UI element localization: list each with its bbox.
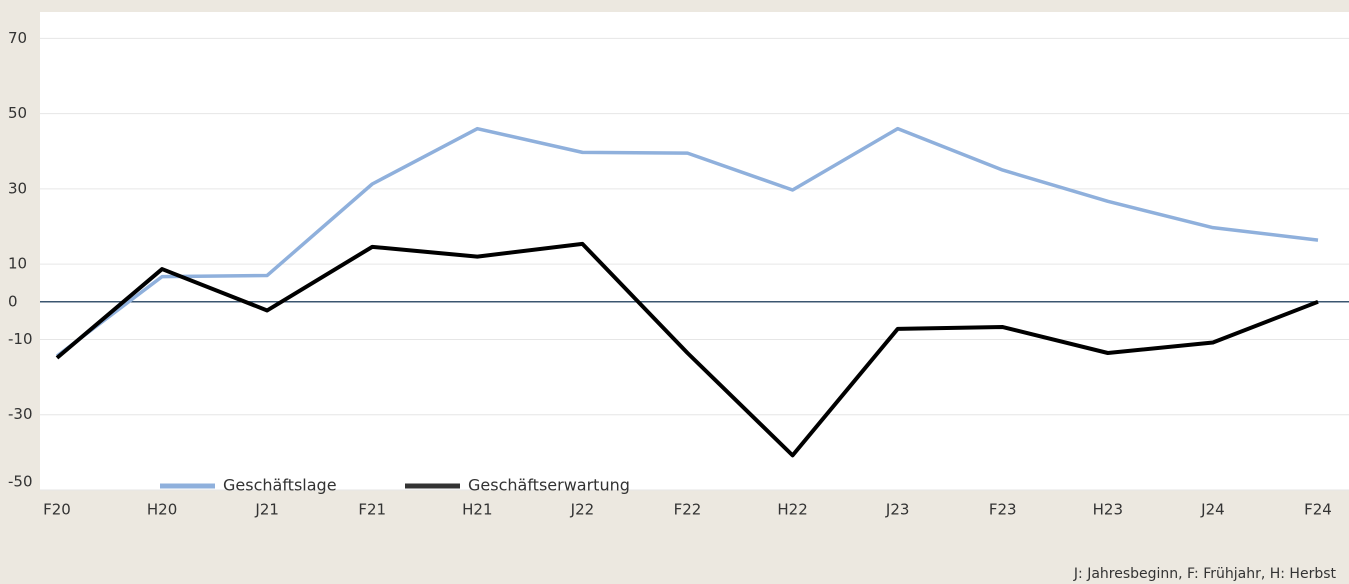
legend-label: Geschäftserwartung — [468, 476, 630, 495]
x-tick-label: F23 — [989, 501, 1017, 519]
series-line — [55, 126, 1319, 358]
x-tick-label: H22 — [777, 501, 807, 519]
plot-area — [40, 12, 1349, 490]
x-tick-label: H21 — [462, 501, 492, 519]
x-tick-label: F24 — [1304, 501, 1332, 519]
y-tick-label: -50 — [8, 473, 33, 491]
y-tick-label: -30 — [8, 405, 33, 423]
y-tick-label: 10 — [8, 255, 27, 273]
x-tick-label: J23 — [885, 501, 910, 519]
x-tick-label: F21 — [358, 501, 386, 519]
x-tick-label: J21 — [254, 501, 279, 519]
x-tick-label: F22 — [674, 501, 702, 519]
y-tick-label: 0 — [8, 292, 18, 310]
x-tick-label: J22 — [570, 501, 595, 519]
series-line — [55, 241, 1319, 458]
footnote: J: Jahresbeginn, F: Frühjahr, H: Herbst — [1073, 566, 1337, 582]
legend-label: Geschäftslage — [223, 476, 337, 495]
x-tick-label: H23 — [1093, 501, 1123, 519]
x-tick-label: J24 — [1200, 501, 1225, 519]
y-tick-label: 70 — [8, 29, 27, 47]
y-tick-label: -10 — [8, 330, 33, 348]
y-tick-label: 30 — [8, 179, 27, 197]
y-tick-label: 50 — [8, 104, 27, 122]
x-tick-label: F20 — [43, 501, 71, 519]
x-tick-label: H20 — [147, 501, 177, 519]
